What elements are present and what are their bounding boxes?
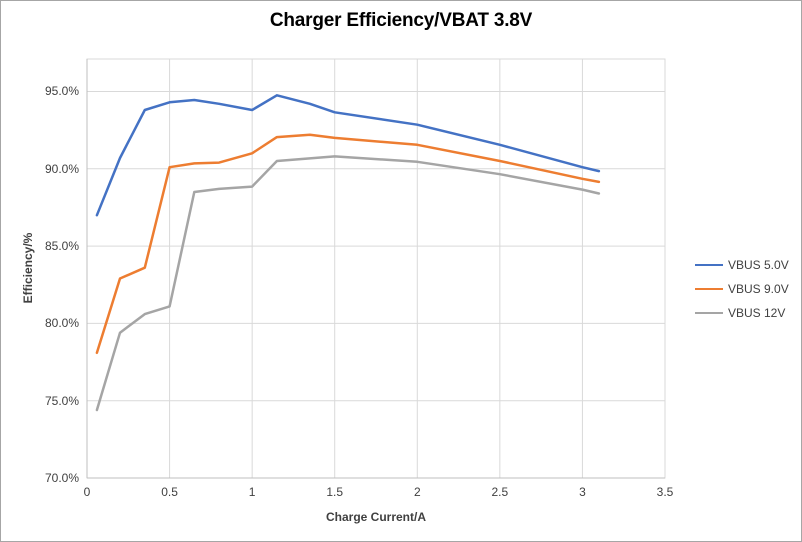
- x-tick-label-2.5: 2.5: [491, 485, 509, 499]
- x-tick-label-1.5: 1.5: [326, 485, 344, 499]
- legend-label-vbus-12v: VBUS 12V: [728, 306, 786, 320]
- series-line-vbus-5-0v: [95, 94, 601, 217]
- y-tick-label-95: 95.0%: [44, 84, 79, 99]
- y-tick-label-70: 70.0%: [44, 471, 79, 485]
- legend-swatch-vbus-9-0v: [695, 288, 723, 290]
- y-tick-label-85: 85.0%: [44, 239, 79, 254]
- legend-swatch-vbus-5-0v: [695, 264, 723, 266]
- y-tick-label-75: 75.0%: [44, 393, 79, 408]
- y-tick-label-90: 90.0%: [44, 161, 79, 176]
- plot-border: [86, 58, 666, 479]
- legend-label-vbus-5-0v: VBUS 5.0V: [728, 258, 789, 272]
- legend-item-vbus-5-0v: VBUS 5.0V: [695, 257, 789, 273]
- x-tick-label-2: 2: [413, 485, 421, 499]
- legend-item-vbus-9-0v: VBUS 9.0V: [695, 281, 789, 297]
- series-line-vbus-9-0v: [95, 133, 601, 355]
- y-axis-title: Efficiency/%: [21, 232, 35, 304]
- x-tick-label-3: 3: [579, 485, 586, 499]
- legend-label-vbus-9-0v: VBUS 9.0V: [728, 282, 789, 296]
- x-axis-title: Charge Current/A: [325, 510, 426, 524]
- x-tick-label-3.5: 3.5: [656, 485, 674, 499]
- x-tick-label-0.5: 0.5: [161, 485, 178, 499]
- legend: VBUS 5.0V VBUS 9.0V VBUS 12V: [695, 257, 789, 321]
- x-tick-label-0: 0: [83, 485, 91, 499]
- series-line-vbus-12v: [95, 155, 601, 412]
- x-tick-label-1: 1: [248, 485, 256, 499]
- y-tick-label-80: 80.0%: [44, 316, 79, 331]
- chart-title: Charger Efficiency/VBAT 3.8V: [269, 10, 533, 31]
- legend-item-vbus-12v: VBUS 12V: [695, 305, 789, 321]
- legend-swatch-vbus-12v: [695, 312, 723, 314]
